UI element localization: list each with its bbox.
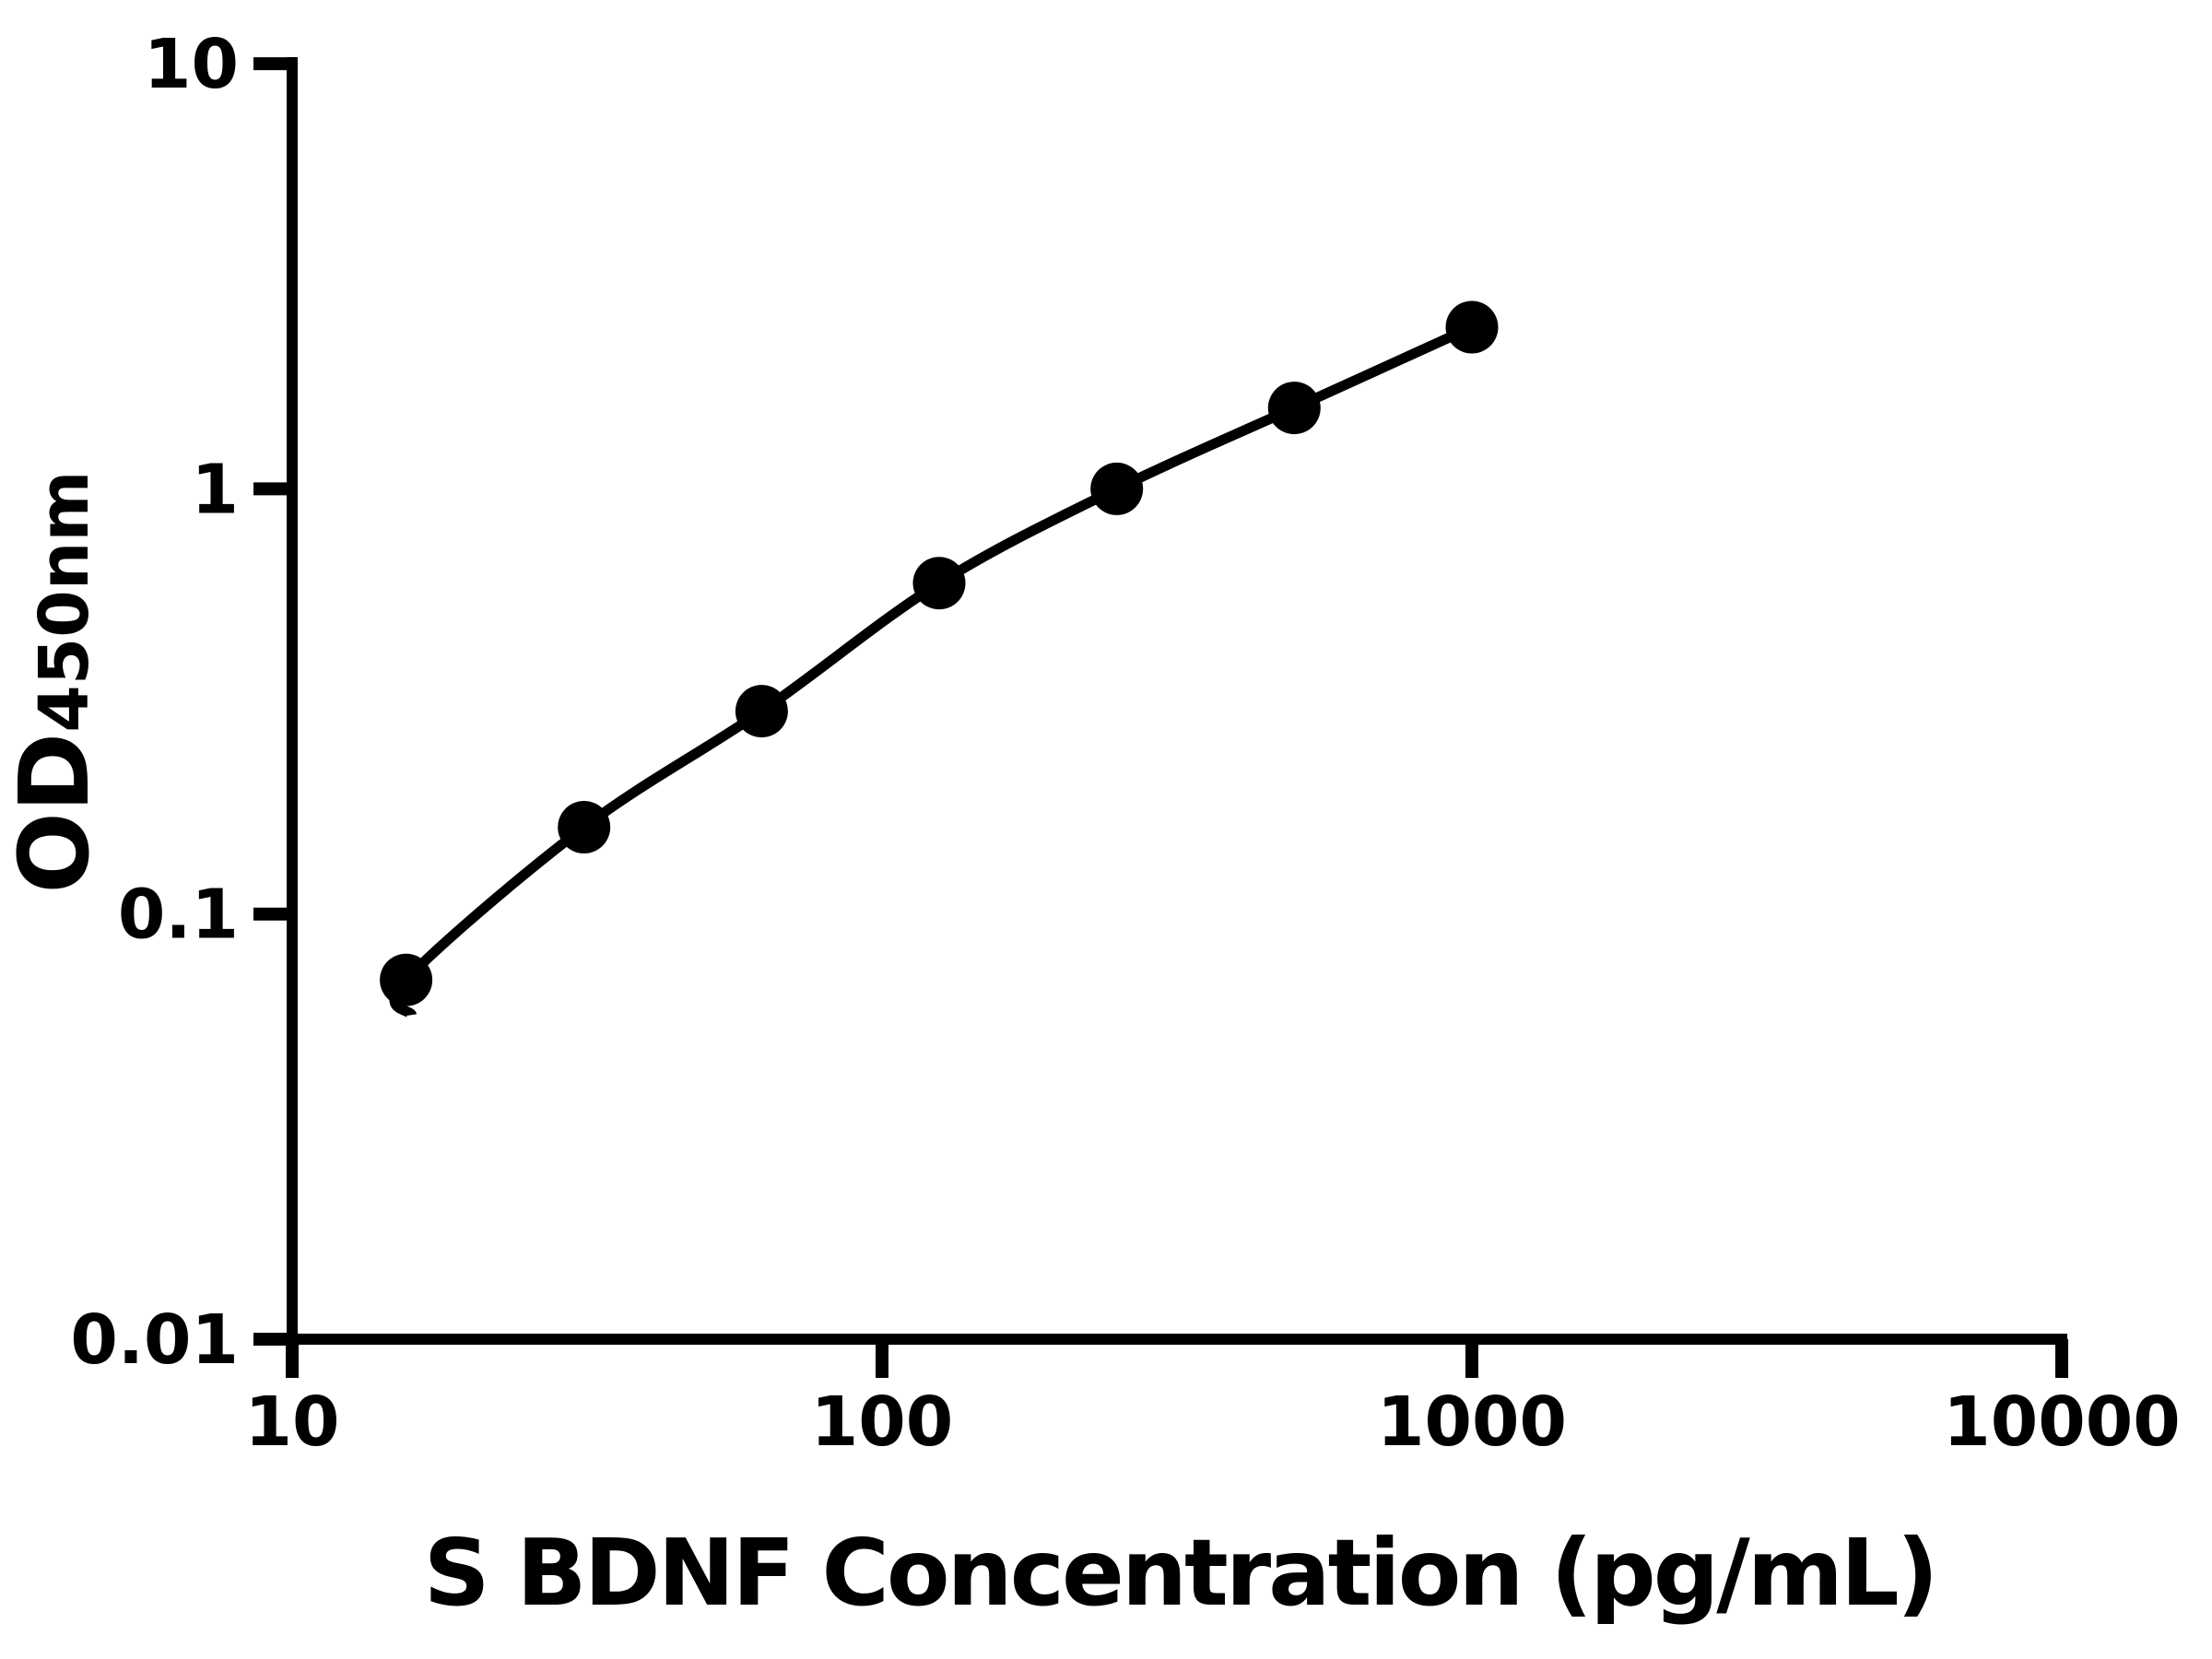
x-axis-tick-label: 10 — [245, 1382, 340, 1462]
data-point — [1267, 382, 1321, 435]
y-axis-tick-label: 0.01 — [70, 1300, 239, 1380]
fit-curve — [389, 322, 1475, 1018]
data-point — [558, 801, 611, 853]
data-point — [735, 685, 788, 738]
x-axis-tick-label: 1000 — [1377, 1382, 1567, 1462]
y-axis-tick-label: 1 — [192, 450, 240, 529]
x-axis-tick-label: 100 — [811, 1382, 953, 1462]
data-point — [912, 557, 966, 610]
x-axis-tick-label: 10000 — [1943, 1382, 2180, 1462]
y-axis-tick-label: 10 — [144, 25, 239, 104]
y-axis-title-main: OD — [0, 732, 111, 894]
data-point — [1090, 462, 1144, 515]
data-point — [380, 953, 433, 1006]
y-axis-title: OD 450nm — [0, 359, 146, 1005]
y-axis-tick-label: 0.1 — [118, 876, 239, 955]
data-point — [1445, 300, 1499, 354]
x-axis-title: S BDNF Concentration (pg/mL) — [423, 1519, 1939, 1627]
y-axis-title-subscript: 450nm — [25, 470, 104, 733]
axis-spine — [287, 57, 2067, 1345]
